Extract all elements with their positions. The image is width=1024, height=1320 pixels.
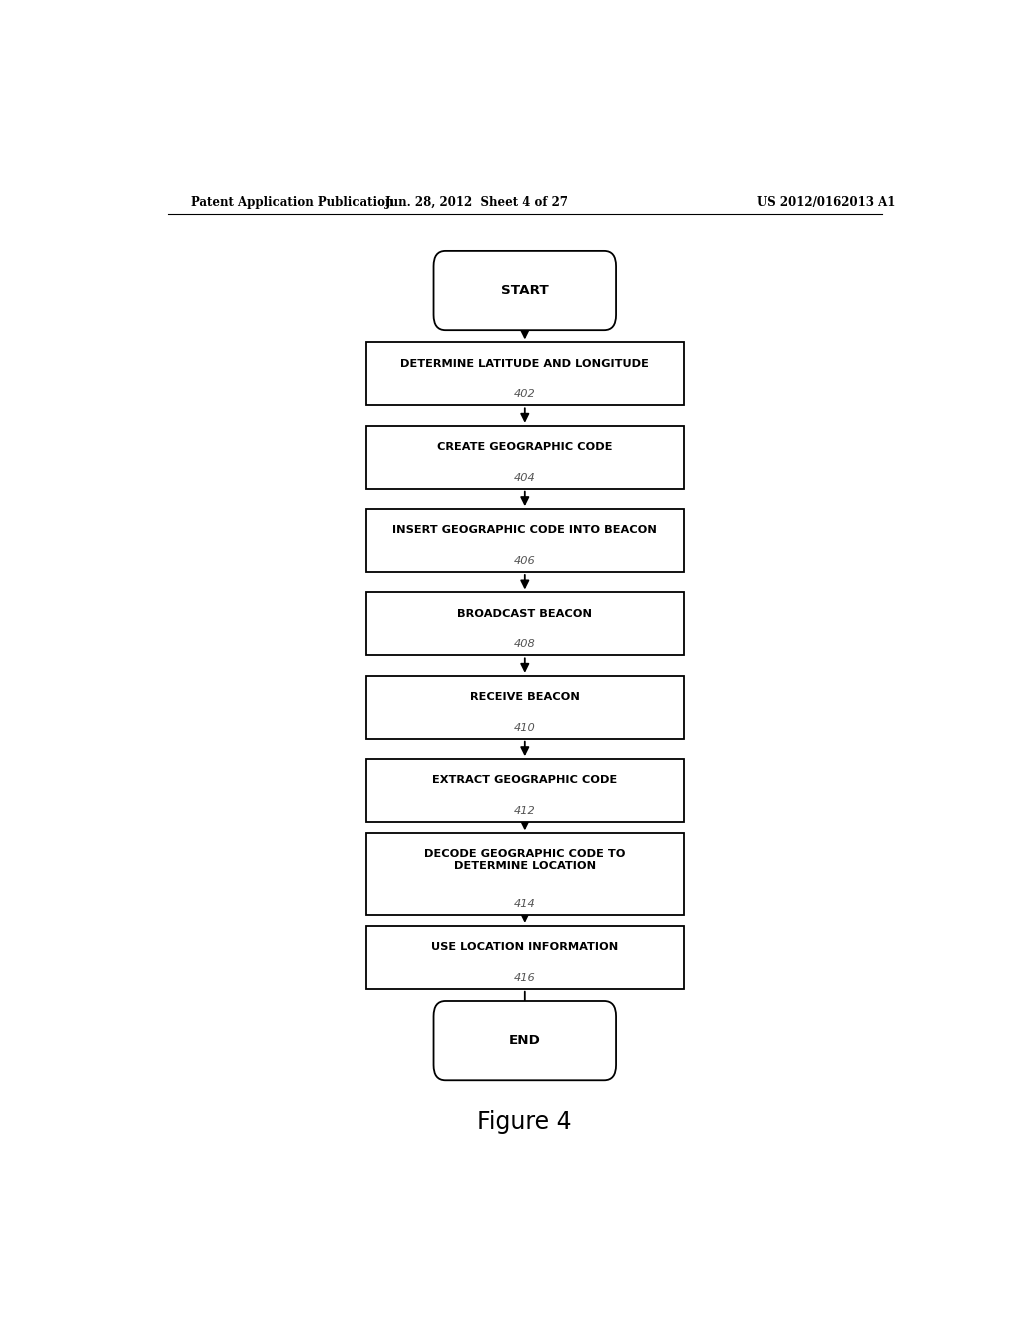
FancyBboxPatch shape [367,426,684,488]
Text: 414: 414 [514,899,536,909]
FancyBboxPatch shape [367,593,684,656]
Text: Patent Application Publication: Patent Application Publication [191,195,394,209]
Text: 408: 408 [514,639,536,649]
Text: Figure 4: Figure 4 [477,1110,572,1134]
Text: US 2012/0162013 A1: US 2012/0162013 A1 [757,195,896,209]
FancyBboxPatch shape [367,510,684,572]
Text: CREATE GEOGRAPHIC CODE: CREATE GEOGRAPHIC CODE [437,442,612,451]
FancyBboxPatch shape [367,833,684,915]
Text: DETERMINE LATITUDE AND LONGITUDE: DETERMINE LATITUDE AND LONGITUDE [400,359,649,368]
FancyBboxPatch shape [433,251,616,330]
Text: 410: 410 [514,722,536,733]
Text: 402: 402 [514,389,536,399]
Text: 406: 406 [514,556,536,566]
Text: 416: 416 [514,973,536,982]
Text: DECODE GEOGRAPHIC CODE TO
DETERMINE LOCATION: DECODE GEOGRAPHIC CODE TO DETERMINE LOCA… [424,849,626,871]
Text: RECEIVE BEACON: RECEIVE BEACON [470,692,580,702]
Text: EXTRACT GEOGRAPHIC CODE: EXTRACT GEOGRAPHIC CODE [432,775,617,785]
Text: END: END [509,1034,541,1047]
FancyBboxPatch shape [367,759,684,822]
FancyBboxPatch shape [367,676,684,739]
FancyBboxPatch shape [433,1001,616,1080]
FancyBboxPatch shape [367,342,684,405]
Text: 412: 412 [514,807,536,816]
Text: BROADCAST BEACON: BROADCAST BEACON [458,609,592,619]
Text: INSERT GEOGRAPHIC CODE INTO BEACON: INSERT GEOGRAPHIC CODE INTO BEACON [392,525,657,536]
FancyBboxPatch shape [367,925,684,989]
Text: START: START [501,284,549,297]
Text: 404: 404 [514,473,536,483]
Text: Jun. 28, 2012  Sheet 4 of 27: Jun. 28, 2012 Sheet 4 of 27 [385,195,569,209]
Text: USE LOCATION INFORMATION: USE LOCATION INFORMATION [431,942,618,952]
